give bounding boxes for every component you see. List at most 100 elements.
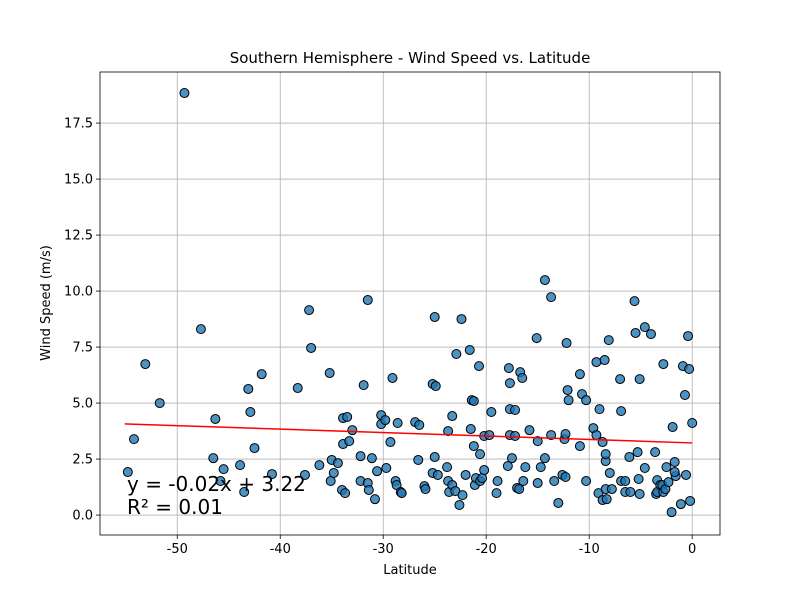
point [581,395,592,406]
point [629,296,640,307]
point [506,453,517,464]
point [429,452,440,463]
y-axis-label: Wind Speed (m/s) [39,245,54,361]
x-axis-label: Latitude [383,563,437,578]
point [451,349,462,360]
point [560,428,571,439]
point [630,327,641,338]
point [603,335,614,346]
point [532,436,543,447]
point [687,418,698,429]
point [616,406,627,417]
point [624,452,635,463]
point [597,437,608,448]
point [154,398,165,409]
point [468,441,479,452]
point [256,369,267,380]
point [385,437,396,448]
point [235,460,246,471]
point [539,275,550,286]
point [553,497,564,508]
point [314,460,325,471]
point [328,467,339,478]
point [355,451,366,462]
point [442,462,453,473]
point [460,469,471,480]
point [685,495,696,506]
y-tick-label: 10.0 [64,285,93,300]
point [683,331,694,342]
plot-area [122,88,698,518]
point [639,322,650,333]
point [491,488,502,499]
point [332,458,343,469]
point [243,383,254,394]
x-tick-label: 0 [688,542,696,557]
point [667,422,678,433]
grid: -50 -40 -30 -20 -10 0 0.0 2.5 5.0 7.5 10.0 12.5 15.0… [64,72,720,557]
point [239,486,250,497]
point [517,372,528,383]
point [531,333,542,344]
point [358,380,369,391]
point [574,441,585,452]
point [430,381,441,392]
point [520,462,531,473]
point [615,374,626,385]
point [669,467,680,478]
point [661,462,672,473]
point [128,434,139,445]
point [245,407,256,418]
point [684,364,695,375]
point [432,469,443,480]
point [464,344,475,355]
point [179,88,190,99]
point [140,359,151,370]
x-tick-label: -50 [167,542,188,557]
y-tick-label: 0.0 [72,509,93,524]
point [249,443,260,454]
point [479,465,490,476]
point [456,314,467,325]
point [658,359,669,370]
point [210,413,221,424]
x-tick-label: -30 [373,542,394,557]
point [484,430,495,441]
point [362,295,373,306]
point [502,461,513,472]
point [474,361,485,372]
point [600,449,611,460]
point [650,447,661,458]
point [634,374,645,385]
point [594,404,605,415]
point [447,411,458,422]
point [380,415,391,426]
point [122,467,133,478]
point [347,425,358,436]
point [535,462,546,473]
point [443,426,454,437]
point [666,507,677,518]
point [340,488,351,499]
r2-annotation: R² = 0.01 [127,495,223,519]
point [503,363,514,374]
point [532,478,543,489]
point [549,476,560,487]
point [306,342,317,353]
point [510,430,521,441]
point [625,486,636,497]
point [413,454,424,465]
point [560,471,571,482]
point [381,463,392,474]
point [632,447,643,458]
y-tick-label: 17.5 [64,117,93,132]
x-tick-label: -40 [270,542,291,557]
point [372,466,383,477]
point [218,464,229,475]
point [366,453,377,464]
point [524,425,535,436]
point [304,305,315,316]
point [457,490,468,501]
point [546,430,557,441]
y-tick-label: 5.0 [72,397,93,412]
